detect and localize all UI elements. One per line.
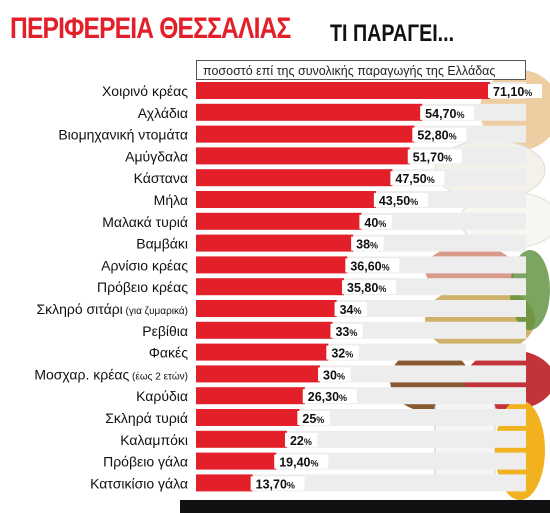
value-label: 22% <box>290 434 312 448</box>
bar <box>196 191 376 208</box>
category-label: Ρεβίθια <box>142 323 188 339</box>
category-label: Βαμβάκι <box>136 236 188 252</box>
value-label: 43,50% <box>379 194 418 208</box>
value-label: 33% <box>335 325 357 339</box>
category-label: Μήλα <box>154 192 188 208</box>
value-label: 19,40% <box>279 456 318 470</box>
category-label: Αχλάδια <box>138 105 188 121</box>
category-label: Χοιρινό κρέας <box>102 83 188 99</box>
value-label-bg <box>284 432 318 447</box>
category-label: Σκληρό σιτάρι (για ζυμαρικά) <box>36 301 188 317</box>
value-label: 26,30% <box>308 390 347 404</box>
bar <box>196 212 362 230</box>
category-label: Μαλακά τυριά <box>102 214 188 230</box>
bar <box>196 343 329 361</box>
category-label: Καλαμπόκι <box>120 432 188 448</box>
bar <box>196 234 354 252</box>
category-label: Σκληρά τυριά <box>105 410 188 426</box>
category-label: Καρύδια <box>136 388 188 404</box>
value-label: 13,70% <box>256 477 295 491</box>
value-label-bg <box>334 302 367 316</box>
category-label: Πρόβειο γάλα <box>103 454 188 470</box>
value-label-bg <box>297 411 330 425</box>
value-label-bg <box>373 193 428 207</box>
value-label-bg <box>330 323 363 338</box>
value-label-bg <box>250 476 305 491</box>
category-label: Μοσχαρ. κρέας (έως 2 ετών) <box>34 366 188 382</box>
bar <box>196 147 410 165</box>
bar <box>196 125 415 143</box>
value-label: 71,10% <box>493 85 532 99</box>
value-label-bg <box>274 454 329 469</box>
category-label: Κάστανα <box>134 170 188 186</box>
value-label-bg <box>390 171 445 186</box>
value-label: 38% <box>356 238 378 252</box>
value-label-bg <box>412 127 467 142</box>
category-label: Βιομηχανική ντομάτα <box>58 127 188 143</box>
bar <box>196 300 337 317</box>
bar <box>196 82 490 99</box>
value-label: 52,80% <box>417 129 456 143</box>
category-label: Κατσικίσιο γάλα <box>90 475 188 491</box>
value-label-bg <box>318 367 351 382</box>
category-label: Πρόβειο κρέας <box>97 279 188 295</box>
chart-subtitle: ποσοστό επί της συνολικής παραγωγής της … <box>196 60 526 80</box>
bottom-strip <box>180 500 550 513</box>
value-label-bg <box>326 345 359 360</box>
value-label-bg <box>351 236 384 251</box>
value-label: 36,60% <box>350 259 389 273</box>
value-label-bg <box>345 258 400 273</box>
bar <box>196 365 321 383</box>
bar <box>196 474 253 492</box>
value-label: 30% <box>323 368 345 382</box>
value-label: 54,70% <box>425 107 464 121</box>
title-bar: ΠΕΡΙΦΕΡΕΙΑ ΘΕΣΣΑΛΙΑΣ ΤΙ ΠΑΡΑΓΕΙ... <box>0 0 550 58</box>
bar <box>196 321 333 339</box>
bar <box>196 430 287 448</box>
bar <box>196 103 423 121</box>
category-label: Φακές <box>149 345 189 361</box>
category-label: Αμύγδαλα <box>125 148 188 164</box>
title-question: ΤΙ ΠΑΡΑΓΕΙ... <box>330 20 455 47</box>
bar <box>196 452 277 470</box>
value-label-bg <box>302 389 357 404</box>
value-label-bg <box>359 214 392 229</box>
bar <box>196 256 348 274</box>
value-label-bg <box>407 149 462 164</box>
bar <box>196 169 393 187</box>
value-label: 47,50% <box>395 172 434 186</box>
bar <box>196 387 305 405</box>
value-label-bg <box>488 84 542 98</box>
value-label-bg <box>420 105 475 120</box>
value-label: 32% <box>331 347 353 361</box>
value-label: 51,70% <box>413 150 452 164</box>
category-label: Αρνίσιο κρέας <box>101 257 188 273</box>
value-label: 25% <box>302 412 324 426</box>
value-label: 40% <box>364 216 386 230</box>
title-region: ΠΕΡΙΦΕΡΕΙΑ ΘΕΣΣΑΛΙΑΣ <box>10 12 291 45</box>
bar <box>196 278 345 296</box>
value-label: 34% <box>340 303 362 317</box>
value-label: 35,80% <box>347 281 386 295</box>
bar <box>196 409 300 426</box>
value-label-bg <box>342 280 397 295</box>
